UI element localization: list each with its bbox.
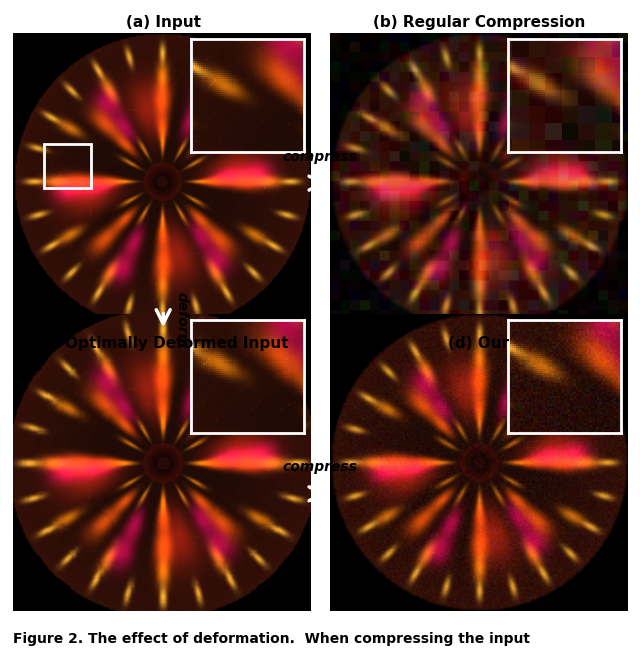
Text: (d) Our: (d) Our — [448, 336, 509, 351]
Text: (a) Input: (a) Input — [125, 16, 201, 30]
Text: (c) Optimally Deformed Input: (c) Optimally Deformed Input — [38, 336, 289, 351]
Text: compress: compress — [283, 460, 357, 474]
Text: Figure 2. The effect of deformation.  When compressing the input: Figure 2. The effect of deformation. Whe… — [13, 632, 530, 646]
Text: compress: compress — [283, 150, 357, 164]
Bar — [44, 145, 91, 188]
Text: (b) Regular Compression: (b) Regular Compression — [372, 16, 585, 30]
Text: deform: deform — [175, 292, 189, 349]
